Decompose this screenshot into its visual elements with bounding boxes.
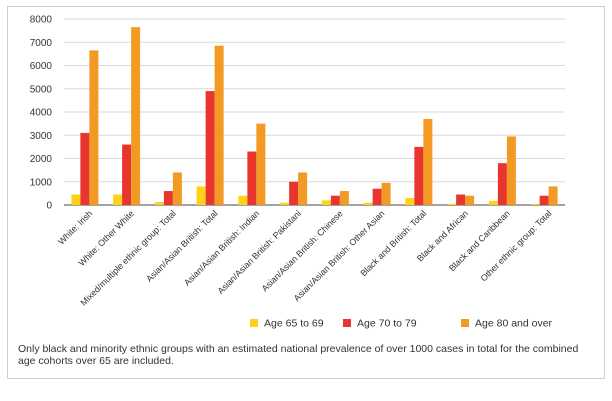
bar bbox=[465, 195, 475, 205]
y-tick-label: 2000 bbox=[30, 154, 53, 165]
bar bbox=[80, 132, 90, 205]
bar bbox=[506, 136, 516, 205]
bars bbox=[71, 27, 558, 206]
bar bbox=[330, 195, 340, 205]
x-tick-label: Asian/Asian British: Pakistani bbox=[215, 208, 303, 296]
bar bbox=[548, 186, 558, 205]
legend: Age 65 to 69 Age 70 to 79 Age 80 and over bbox=[250, 318, 553, 330]
bar bbox=[89, 50, 99, 206]
legend-swatch bbox=[250, 319, 258, 327]
bar bbox=[363, 202, 373, 205]
bar bbox=[488, 200, 498, 205]
bar bbox=[163, 191, 173, 205]
bar bbox=[196, 186, 206, 205]
bar bbox=[497, 163, 507, 205]
legend-label: Age 70 to 79 bbox=[357, 318, 417, 330]
y-tick-label: 0 bbox=[46, 201, 52, 212]
bar bbox=[256, 123, 266, 205]
bar bbox=[205, 91, 215, 205]
x-tick-label: Asian/Asian British: Other Asian bbox=[292, 208, 387, 303]
bar bbox=[539, 195, 549, 205]
x-tick-label: White: Irish bbox=[56, 208, 94, 246]
bar bbox=[447, 203, 457, 205]
legend-swatch bbox=[461, 319, 469, 327]
legend-label: Age 80 and over bbox=[475, 318, 553, 330]
legend-swatch bbox=[343, 319, 351, 327]
bar bbox=[214, 45, 224, 205]
x-tick-label: Other ethnic group: Total bbox=[478, 208, 553, 283]
chart-frame bbox=[7, 6, 605, 379]
bar bbox=[372, 188, 382, 205]
y-tick-label: 6000 bbox=[30, 61, 53, 72]
bar bbox=[289, 181, 299, 205]
legend-label: Age 65 to 69 bbox=[264, 318, 324, 330]
bar bbox=[321, 200, 331, 205]
bar bbox=[154, 201, 164, 205]
y-axis: 0 1000 2000 3000 4000 5000 6000 7000 8000 bbox=[30, 15, 53, 212]
bar bbox=[247, 151, 257, 205]
y-tick-label: 5000 bbox=[30, 84, 53, 95]
y-tick-label: 8000 bbox=[30, 15, 53, 26]
bar bbox=[405, 198, 415, 205]
y-tick-label: 4000 bbox=[30, 108, 53, 119]
bar bbox=[122, 144, 132, 205]
y-tick-label: 3000 bbox=[30, 131, 53, 142]
x-tick-label: Asian/Asian British: Indian bbox=[182, 208, 261, 287]
bar bbox=[113, 194, 123, 205]
x-tick-label: Asian/Asian British: Total bbox=[144, 208, 219, 283]
bar bbox=[238, 195, 248, 205]
bar bbox=[339, 191, 349, 205]
grid-lines bbox=[64, 18, 565, 206]
bar bbox=[172, 172, 182, 205]
y-tick-label: 7000 bbox=[30, 38, 53, 49]
bar bbox=[414, 146, 424, 205]
bar bbox=[298, 172, 308, 205]
bar bbox=[71, 194, 81, 205]
bar bbox=[530, 203, 540, 205]
y-tick-label: 1000 bbox=[30, 177, 53, 188]
bar bbox=[381, 182, 391, 205]
bar bbox=[423, 118, 433, 205]
bar bbox=[280, 202, 290, 205]
bar bbox=[456, 194, 466, 205]
bar bbox=[131, 27, 141, 206]
x-tick-label: Asian/Asian British: Chinese bbox=[260, 208, 345, 293]
footnote: Only black and minority ethnic groups wi… bbox=[18, 343, 579, 367]
